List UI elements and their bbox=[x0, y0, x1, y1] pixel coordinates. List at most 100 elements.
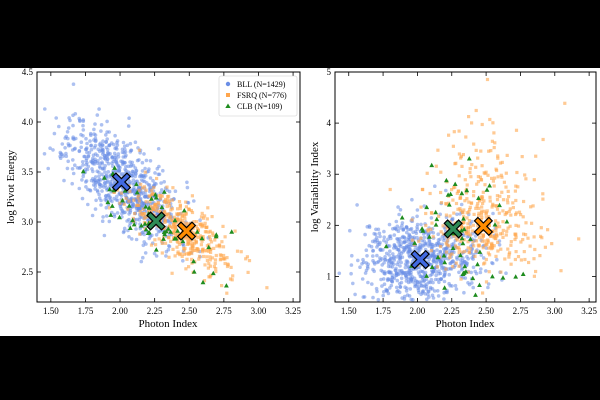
point-fsrq bbox=[425, 171, 429, 175]
point-bll bbox=[457, 270, 461, 275]
point-fsrq bbox=[475, 182, 479, 186]
point-fsrq bbox=[229, 265, 233, 269]
point-fsrq bbox=[489, 149, 493, 153]
point-fsrq bbox=[477, 211, 481, 215]
point-bll bbox=[52, 131, 57, 136]
point-bll bbox=[370, 282, 374, 286]
point-fsrq bbox=[465, 231, 469, 235]
point-fsrq bbox=[559, 269, 563, 273]
point-bll bbox=[451, 259, 455, 264]
point-fsrq bbox=[477, 206, 481, 210]
point-bll bbox=[114, 169, 118, 174]
point-fsrq bbox=[506, 226, 510, 230]
point-fsrq bbox=[430, 221, 434, 225]
point-bll bbox=[112, 214, 117, 219]
point-fsrq bbox=[221, 245, 226, 249]
point-fsrq bbox=[187, 208, 191, 212]
point-bll bbox=[133, 171, 138, 176]
point-bll bbox=[130, 237, 134, 241]
point-bll bbox=[54, 116, 58, 120]
point-bll bbox=[401, 250, 406, 254]
point-bll bbox=[422, 272, 427, 276]
point-fsrq bbox=[455, 191, 459, 195]
point-fsrq bbox=[509, 262, 513, 266]
point-fsrq bbox=[444, 250, 449, 254]
point-bll bbox=[402, 294, 407, 299]
point-bll bbox=[405, 293, 410, 297]
point-bll bbox=[80, 196, 85, 201]
point-fsrq bbox=[461, 226, 465, 230]
point-fsrq bbox=[213, 261, 217, 265]
point-clb bbox=[102, 175, 107, 180]
point-fsrq bbox=[501, 235, 505, 239]
point-bll bbox=[104, 196, 109, 201]
point-bll bbox=[192, 199, 196, 203]
point-bll bbox=[104, 214, 109, 218]
point-fsrq bbox=[493, 141, 497, 145]
point-fsrq bbox=[202, 279, 207, 283]
point-fsrq bbox=[239, 250, 243, 254]
point-bll bbox=[471, 265, 476, 270]
point-fsrq bbox=[541, 192, 545, 196]
point-fsrq bbox=[508, 224, 512, 228]
point-fsrq bbox=[481, 201, 485, 205]
point-bll bbox=[142, 175, 146, 180]
point-bll bbox=[102, 166, 107, 171]
legend-label-fsrq: FSRQ (N=776) bbox=[237, 91, 287, 100]
point-bll bbox=[386, 277, 390, 281]
point-fsrq bbox=[501, 198, 506, 202]
point-fsrq bbox=[496, 249, 500, 253]
point-fsrq bbox=[499, 270, 503, 274]
point-bll bbox=[89, 147, 94, 152]
point-bll bbox=[57, 124, 61, 129]
point-fsrq bbox=[177, 200, 182, 204]
point-bll bbox=[453, 283, 458, 288]
point-bll bbox=[81, 119, 86, 123]
point-bll bbox=[367, 224, 372, 228]
point-fsrq bbox=[231, 274, 235, 278]
point-bll bbox=[93, 187, 97, 191]
point-fsrq bbox=[171, 247, 175, 251]
point-fsrq bbox=[506, 247, 510, 251]
point-fsrq bbox=[457, 264, 461, 268]
point-bll bbox=[376, 297, 381, 302]
point-fsrq bbox=[514, 223, 518, 227]
point-bll bbox=[127, 235, 131, 239]
point-fsrq bbox=[184, 212, 188, 216]
point-clb bbox=[146, 205, 152, 210]
point-bll bbox=[142, 152, 146, 156]
point-fsrq bbox=[434, 164, 438, 168]
point-fsrq bbox=[187, 237, 191, 241]
point-fsrq bbox=[514, 198, 518, 203]
point-fsrq bbox=[159, 196, 163, 200]
point-bll bbox=[77, 116, 81, 121]
point-bll bbox=[106, 193, 111, 197]
legend-marker-bll bbox=[225, 81, 231, 87]
point-fsrq bbox=[203, 221, 207, 225]
point-bll bbox=[416, 248, 421, 253]
point-bll bbox=[369, 244, 374, 249]
point-fsrq bbox=[482, 199, 486, 203]
point-bll bbox=[425, 297, 429, 302]
means-left bbox=[111, 172, 197, 241]
point-bll bbox=[421, 289, 426, 293]
point-fsrq bbox=[431, 235, 435, 239]
point-clb bbox=[181, 208, 187, 213]
point-bll bbox=[415, 222, 420, 227]
point-fsrq bbox=[484, 257, 488, 262]
point-bll bbox=[395, 262, 400, 267]
point-fsrq bbox=[219, 253, 223, 257]
point-clb bbox=[459, 235, 465, 241]
point-bll bbox=[97, 177, 102, 182]
point-bll bbox=[380, 284, 384, 288]
point-bll bbox=[366, 280, 370, 285]
point-bll bbox=[406, 250, 411, 254]
point-fsrq bbox=[137, 199, 141, 203]
point-clb bbox=[429, 264, 435, 269]
point-bll bbox=[401, 227, 406, 231]
point-fsrq bbox=[246, 270, 250, 274]
point-fsrq bbox=[488, 117, 492, 122]
point-fsrq bbox=[496, 240, 500, 244]
point-bll bbox=[436, 252, 441, 257]
point-fsrq bbox=[192, 231, 196, 235]
